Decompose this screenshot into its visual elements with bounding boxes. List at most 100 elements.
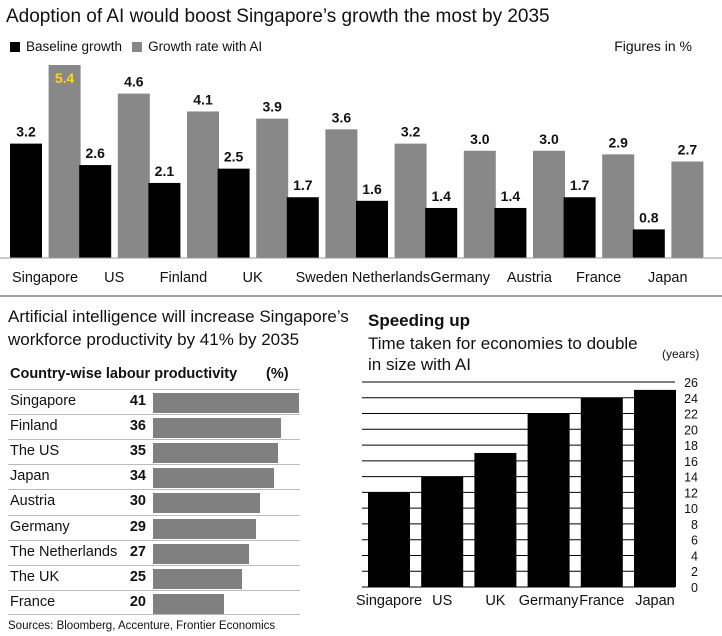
baseline-label-finland: 2.1: [155, 163, 175, 179]
row-value-the-uk: 25: [129, 568, 146, 585]
table-header: Country-wise labour productivity: [10, 366, 238, 382]
right-subtitle-line1: Time taken for economies to double: [368, 334, 638, 353]
ai-label-us: 4.6: [124, 74, 144, 90]
baseline-label-france: 1.7: [570, 177, 590, 193]
growth-bars: 3.2 5.4 Singapore 2.6 4.6 US 2.1 4.1 Finland 2.5 3…: [10, 65, 704, 286]
baseline-bar-finland: [148, 182, 181, 258]
ai-label-finland: 4.1: [193, 91, 213, 107]
ai-label-netherlands: 3.2: [401, 124, 421, 140]
row-bar-the-us: [153, 443, 278, 464]
ai-bar-france: [602, 154, 635, 258]
baseline-bar-france: [563, 197, 596, 258]
y-tick-4: 4: [691, 549, 698, 563]
baseline-bar-uk: [217, 168, 250, 258]
y-tick-6: 6: [691, 534, 698, 548]
row-country-finland: Finland: [10, 418, 58, 435]
ai-bar-austria: [533, 150, 565, 258]
ai-label-germany: 3.0: [470, 131, 490, 147]
right-subtitle-line2: in size with AI: [368, 355, 471, 374]
doubling-bar-france: [580, 397, 623, 587]
doubling-label-france: France: [579, 593, 624, 609]
ai-bar-netherlands: [394, 143, 427, 258]
doubling-bar-us: [421, 476, 464, 587]
right-title: Speeding up: [368, 311, 470, 330]
baseline-label-singapore: 3.2: [16, 124, 36, 140]
row-country-singapore: Singapore: [10, 393, 77, 409]
doubling-label-us: US: [432, 593, 452, 609]
top-legend: Baseline growth Growth rate with AI: [10, 39, 262, 54]
row-value-france: 20: [129, 593, 146, 610]
row-value-the-netherlands: 27: [129, 543, 146, 560]
baseline-bar-germany: [425, 207, 458, 258]
row-value-singapore: 41: [129, 393, 146, 409]
category-label-germany: Germany: [430, 270, 490, 286]
table-row: The UK 25: [8, 564, 300, 591]
ai-bar-singapore: [48, 65, 81, 258]
doubling-bar-singapore: [368, 492, 410, 587]
row-value-germany: 29: [129, 518, 146, 535]
table-row: Austria 30: [8, 489, 300, 515]
table-row: Finland 36: [8, 414, 300, 440]
ai-bar-japan: [671, 161, 704, 258]
baseline-label-austria: 1.4: [501, 188, 521, 204]
table-row: France 20: [8, 589, 300, 616]
baseline-label-germany: 1.4: [431, 188, 451, 204]
y-tick-10: 10: [684, 502, 698, 516]
baseline-label-netherlands: 1.6: [362, 181, 382, 197]
table-unit: (%): [266, 366, 289, 382]
category-label-netherlands: Netherlands: [352, 270, 430, 286]
baseline-label-uk: 2.5: [224, 149, 244, 165]
y-tick-22: 22: [684, 408, 698, 422]
ai-label-singapore: 5.4: [55, 70, 75, 86]
row-country-the-netherlands: The Netherlands: [10, 543, 118, 560]
y-tick-16: 16: [684, 455, 698, 469]
legend-baseline-swatch: [10, 41, 20, 52]
doubling-label-japan: Japan: [635, 593, 675, 609]
row-bar-finland: [153, 418, 282, 439]
doubling-bars: Singapore US UK Germany France Japan: [356, 389, 676, 609]
right-units: (years): [662, 347, 700, 361]
baseline-bar-sweden: [286, 197, 319, 258]
source-note: Sources: Bloomberg, Accenture, Frontier …: [8, 620, 276, 632]
units-note: Figures in %: [614, 38, 692, 54]
category-label-singapore: Singapore: [12, 270, 78, 286]
ai-bar-sweden: [325, 129, 358, 258]
category-label-us: US: [104, 270, 124, 286]
doubling-bar-japan: [634, 389, 676, 587]
y-tick-8: 8: [691, 518, 698, 532]
row-bar-austria: [153, 493, 260, 514]
y-tick-20: 20: [684, 423, 698, 437]
ai-label-austria: 3.0: [539, 131, 559, 147]
y-tick-0: 0: [691, 581, 698, 595]
baseline-bar-netherlands: [356, 200, 388, 258]
doubling-bar-germany: [527, 413, 570, 587]
baseline-bar-austria: [494, 207, 527, 258]
category-label-japan: Japan: [648, 270, 688, 286]
category-label-france: France: [576, 270, 621, 286]
baseline-bar-us: [79, 165, 112, 258]
y-tick-2: 2: [691, 565, 698, 579]
baseline-label-sweden: 1.7: [293, 177, 313, 193]
y-tick-24: 24: [684, 392, 698, 406]
legend-ai-label: Growth rate with AI: [148, 39, 263, 54]
row-country-france: France: [10, 593, 56, 610]
row-value-finland: 36: [129, 418, 146, 435]
row-bar-the-uk: [153, 568, 243, 589]
table-bottom-rule: [8, 614, 300, 615]
mid-title-line2: workforce productivity by 41% by 2035: [8, 330, 300, 349]
legend-baseline-label: Baseline growth: [26, 39, 123, 54]
row-bar-germany: [153, 518, 257, 539]
mid-title-line1: Artificial intelligence will increase Si…: [8, 307, 349, 326]
ai-bar-finland: [187, 111, 219, 259]
table-row: Singapore 41: [8, 389, 300, 415]
baseline-bar-singapore: [10, 143, 42, 258]
category-label-uk: UK: [243, 270, 263, 286]
row-bar-japan: [153, 468, 275, 489]
legend-ai-swatch: [132, 41, 143, 52]
baseline-label-japan: 0.8: [639, 209, 659, 225]
top-chart-title: Adoption of AI would boost Singapore’s g…: [6, 6, 550, 27]
row-bar-the-netherlands: [153, 543, 250, 564]
category-label-finland: Finland: [160, 270, 208, 286]
row-value-austria: 30: [129, 493, 146, 510]
